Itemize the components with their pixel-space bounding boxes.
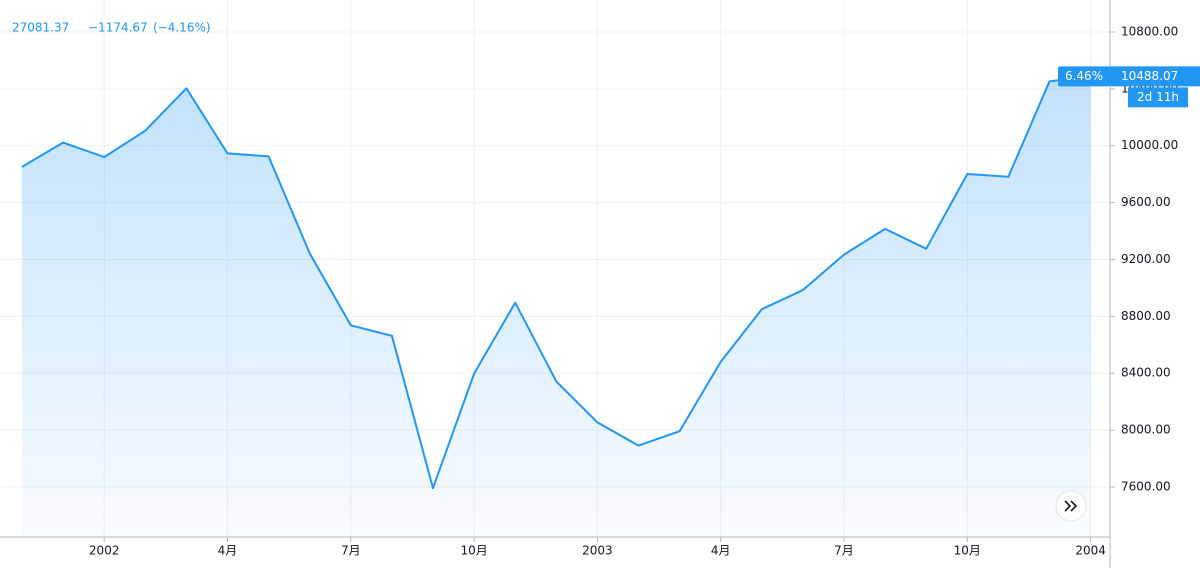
x-tick-label: 4月 — [711, 544, 731, 558]
legend-change-pct: (−4.16%) — [153, 21, 211, 35]
x-tick-label: 2003 — [582, 544, 613, 558]
price-label: 10488.07 — [1121, 69, 1178, 83]
scroll-button[interactable] — [1055, 490, 1087, 522]
countdown-tag — [1128, 87, 1188, 108]
change-tag — [1058, 66, 1110, 87]
scroll-icon — [1064, 500, 1078, 512]
y-tick-label: 10000.00 — [1121, 138, 1178, 152]
y-tick-label: 7600.00 — [1121, 479, 1171, 493]
x-tick-label: 10月 — [954, 544, 981, 558]
x-tick-label: 2004 — [1075, 544, 1106, 558]
x-tick-label: 4月 — [218, 544, 238, 558]
x-tick-label: 10月 — [460, 544, 487, 558]
legend-value: 27081.37 — [12, 21, 69, 35]
y-tick-label: 8400.00 — [1121, 366, 1171, 380]
legend-change: −1174.67 — [88, 21, 148, 35]
countdown-label: 2d 11h — [1137, 90, 1179, 104]
y-tick-label: 10800.00 — [1121, 24, 1178, 38]
y-tick-label: 8800.00 — [1121, 309, 1171, 323]
y-tick-label: 9200.00 — [1121, 252, 1171, 266]
price-tag — [1110, 66, 1200, 87]
y-tick-label: 8000.00 — [1121, 423, 1171, 437]
line — [21, 75, 1091, 490]
axes: 7600.00 8000.00 8400.00 8800.00 9200.00 9600.… — [89, 24, 1178, 557]
x-tick-label: 7月 — [341, 544, 361, 558]
y-tick-label: 9600.00 — [1121, 195, 1171, 209]
x-tick-label: 2002 — [89, 544, 120, 558]
change-label: 6.46% — [1065, 69, 1103, 83]
x-tick-label: 7月 — [834, 544, 854, 558]
price-tags: 6.46% 10488.07 2d 11h — [1058, 66, 1200, 108]
plot — [21, 75, 1091, 537]
area-fill — [22, 76, 1091, 537]
